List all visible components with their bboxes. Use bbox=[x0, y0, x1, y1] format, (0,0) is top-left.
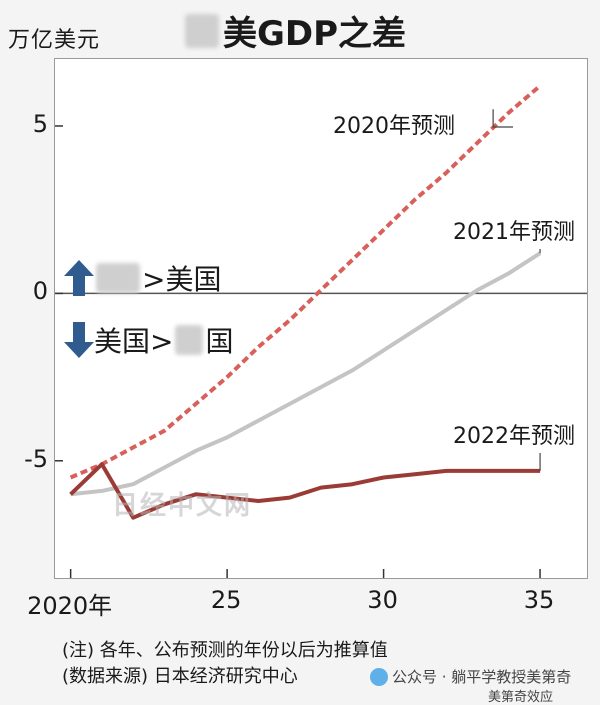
source-line: (数据来源) 日本经济研究中心 bbox=[62, 666, 298, 687]
y-tick-label: 5 bbox=[32, 109, 48, 138]
redacted-country-mark bbox=[185, 13, 219, 48]
watermark: 日经中文网 bbox=[112, 491, 253, 521]
region-label-lower-text: 美国> bbox=[94, 325, 174, 358]
series-annotation-label: 2022年预测 bbox=[453, 424, 575, 449]
redacted-country-name bbox=[175, 325, 204, 355]
region-label-lower-tail: 国 bbox=[205, 325, 234, 358]
x-tick-label: 25 bbox=[210, 586, 242, 614]
note-line: (注) 各年、公布预测的年份以后为推算值 bbox=[62, 640, 388, 661]
y-tick-label: 0 bbox=[32, 277, 48, 306]
account-name: 公众号 · 躺平学教授美第奇 bbox=[392, 668, 572, 686]
region-label-lower: 美国> 国 bbox=[64, 320, 233, 360]
wechat-icon bbox=[370, 667, 388, 686]
chart-title-text: 美GDP之差 bbox=[223, 14, 407, 54]
account-subtitle: 美第奇效应 bbox=[488, 690, 554, 705]
redacted-country-name bbox=[96, 263, 140, 293]
arrow-up-icon bbox=[64, 260, 94, 296]
series-line-1 bbox=[70, 251, 542, 497]
region-label-upper-text: >美国 bbox=[142, 263, 222, 296]
line-chart: 2020年预测 2021年预测 2022年预测 bbox=[55, 84, 587, 578]
arrow-down-icon bbox=[64, 322, 94, 358]
leader-line-0 bbox=[492, 109, 513, 128]
series-annotation-label: 2020年预测 bbox=[333, 114, 455, 139]
series-annotation-label: 2021年预测 bbox=[453, 220, 575, 245]
x-tick-label: 2020年 bbox=[27, 592, 113, 620]
x-tick-label: 30 bbox=[367, 586, 398, 614]
series-line-0 bbox=[69, 84, 542, 480]
y-tick-label: -5 bbox=[24, 444, 48, 473]
y-axis-unit-label: 万亿美元 bbox=[8, 28, 101, 53]
chart-title: 美GDP之差 bbox=[185, 6, 406, 55]
x-tick-label: 35 bbox=[523, 586, 555, 614]
region-label-upper: >美国 bbox=[64, 258, 221, 298]
series-line-2 bbox=[69, 462, 541, 520]
plot-area: 2020年预测 2021年预测 2022年预测 bbox=[54, 58, 588, 579]
wechat-account-badge: 公众号 · 躺平学教授美第奇 bbox=[370, 666, 571, 687]
